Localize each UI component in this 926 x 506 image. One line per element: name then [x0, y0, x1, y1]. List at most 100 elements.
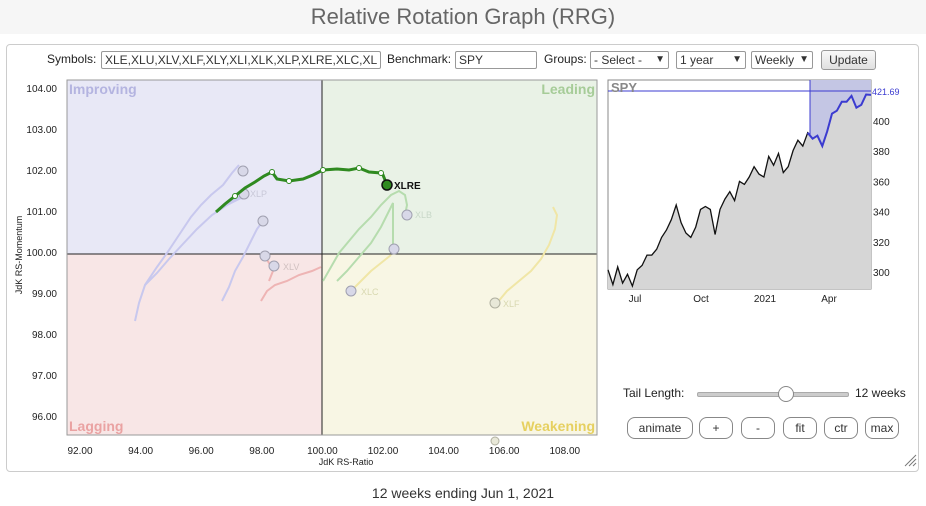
weakening-quadrant [322, 254, 597, 435]
offscreen-marker [490, 436, 500, 446]
period-select[interactable]: 1 year ▼ [676, 51, 746, 69]
rrg-x-tick: 92.00 [67, 446, 92, 457]
improving-label: Improving [69, 81, 137, 97]
tail-xlb [322, 189, 409, 282]
rrg-x-tick: 104.00 [428, 446, 459, 457]
rrg-x-tick: 102.00 [368, 446, 399, 457]
lagging-label: Lagging [69, 418, 123, 434]
xlc-marker[interactable] [237, 165, 249, 177]
spy-x-tick: Apr [821, 294, 837, 305]
rrg-panel: Symbols: XLE,XLU,XLV,XLF,XLY,XLI,XLK,XLP… [6, 44, 919, 472]
spy-x-ticks: Jul Oct 2021 Apr [629, 294, 838, 305]
max-button[interactable]: max [865, 417, 899, 439]
ghost-label-xlf: XLF [503, 299, 520, 309]
animate-button[interactable]: animate [627, 417, 693, 439]
rrg-frame [66, 79, 598, 436]
tail-xlre [215, 166, 389, 214]
interval-select-value: Weekly [755, 53, 795, 67]
xlb-marker[interactable] [401, 209, 413, 221]
tail-xlre-point [269, 169, 275, 175]
rrg-y-tick: 99.00 [32, 289, 57, 300]
groups-label: Groups: [544, 52, 587, 66]
rrg-tails: XLP XLV XLB XLC XLF [134, 164, 559, 446]
chevron-down-icon: ▼ [799, 54, 809, 65]
zoom-out-button[interactable]: - [741, 417, 775, 439]
tail-xlk-green [336, 202, 394, 282]
zoom-in-button[interactable]: + [699, 417, 733, 439]
benchmark-input[interactable]: SPY [455, 51, 537, 69]
interval-select[interactable]: Weekly ▼ [751, 51, 813, 69]
rrg-y-tick: 96.00 [32, 412, 57, 423]
spy-price-line-highlight [806, 93, 872, 149]
symbols-label: Symbols: [47, 52, 97, 66]
tail-xli [260, 266, 322, 302]
chevron-down-icon: ▼ [732, 54, 742, 65]
ghost-label-xlc: XLC [361, 287, 379, 297]
xlv-marker[interactable] [268, 260, 280, 272]
groups-select[interactable]: - Select - ▼ [590, 51, 669, 69]
tail-xlre-point [286, 178, 292, 184]
weakening-label: Weakening [521, 418, 595, 434]
leading-label: Leading [541, 81, 595, 97]
benchmark-label: Benchmark: [387, 52, 452, 66]
spy-y-tick: 380 [873, 147, 890, 158]
xlu-marker[interactable] [257, 215, 269, 227]
improving-quadrant [67, 80, 322, 254]
xle-marker[interactable] [345, 285, 357, 297]
spy-y-ticks: 400 380 360 340 320 300 [873, 117, 890, 279]
tail-xly [134, 164, 240, 322]
spy-y-tick: 400 [873, 117, 890, 128]
rrg-x-tick: 100.00 [307, 446, 338, 457]
rrg-y-tick: 104.00 [26, 84, 57, 95]
tail-length-handle[interactable] [778, 386, 794, 402]
title-bar: Relative Rotation Graph (RRG) [0, 0, 926, 34]
rrg-x-tick: 94.00 [128, 446, 153, 457]
rrg-x-ticks: 92.00 94.00 96.00 98.00 100.00 102.00 104.00 10… [67, 446, 580, 457]
rrg-y-tick: 97.00 [32, 371, 57, 382]
rrg-chart[interactable]: Improving Leading Lagging Weakening XLP … [7, 45, 607, 473]
tail-length-slider[interactable] [697, 386, 849, 402]
spy-last-value: 421.69 [872, 87, 900, 97]
update-button[interactable]: Update [821, 50, 876, 70]
rrg-y-tick: 101.00 [26, 207, 57, 218]
tail-xlre-point [356, 165, 362, 171]
rrg-y-ticks: 104.00 103.00 102.00 101.00 100.00 99.00 98.00… [26, 84, 57, 423]
xlf-marker[interactable] [489, 297, 501, 309]
resize-handle-icon[interactable] [903, 453, 917, 467]
rrg-y-tick: 102.00 [26, 166, 57, 177]
rrg-y-tick: 103.00 [26, 125, 57, 136]
xlre-label: XLRE [394, 181, 421, 192]
tail-length-label: Tail Length: [623, 386, 685, 400]
period-select-value: 1 year [680, 53, 714, 67]
rrg-x-axis-label: JdK RS-Ratio [319, 457, 374, 467]
spy-x-tick: Oct [693, 294, 709, 305]
tail-xle [350, 254, 392, 292]
symbols-input[interactable]: XLE,XLU,XLV,XLF,XLY,XLI,XLK,XLP,XLRE,XLC… [101, 51, 381, 69]
tail-xlre-point [232, 193, 238, 199]
spy-symbol: SPY [611, 80, 637, 95]
leading-quadrant [322, 80, 597, 254]
spy-price-area [608, 94, 871, 289]
spy-chart[interactable]: SPY 421.69 400 380 360 340 320 300 Jul Oct 2021… [605, 77, 905, 309]
rrg-x-tick: 106.00 [489, 446, 520, 457]
tail-xlk [144, 196, 244, 286]
rrg-y-axis-label: JdK RS-Momentum [14, 216, 24, 295]
tail-xlf [496, 206, 559, 304]
rrg-x-tick: 108.00 [550, 446, 581, 457]
tail-xlc [221, 220, 264, 302]
spy-x-tick: 2021 [754, 294, 777, 305]
spy-y-tick: 340 [873, 208, 890, 219]
spy-y-tick: 320 [873, 238, 890, 249]
tail-length-value: 12 weeks [855, 386, 906, 400]
tail-xlre-point [378, 170, 384, 176]
xlre-marker[interactable] [381, 179, 393, 191]
chevron-down-icon: ▼ [655, 54, 665, 65]
xlk-marker[interactable] [388, 243, 400, 255]
fit-button[interactable]: fit [783, 417, 817, 439]
xli-marker[interactable] [259, 250, 271, 262]
rrg-x-tick: 96.00 [189, 446, 214, 457]
center-button[interactable]: ctr [824, 417, 858, 439]
tail-xlre-point [320, 167, 326, 173]
rrg-x-tick: 98.00 [249, 446, 274, 457]
ghost-label-xlp: XLP [250, 189, 267, 199]
